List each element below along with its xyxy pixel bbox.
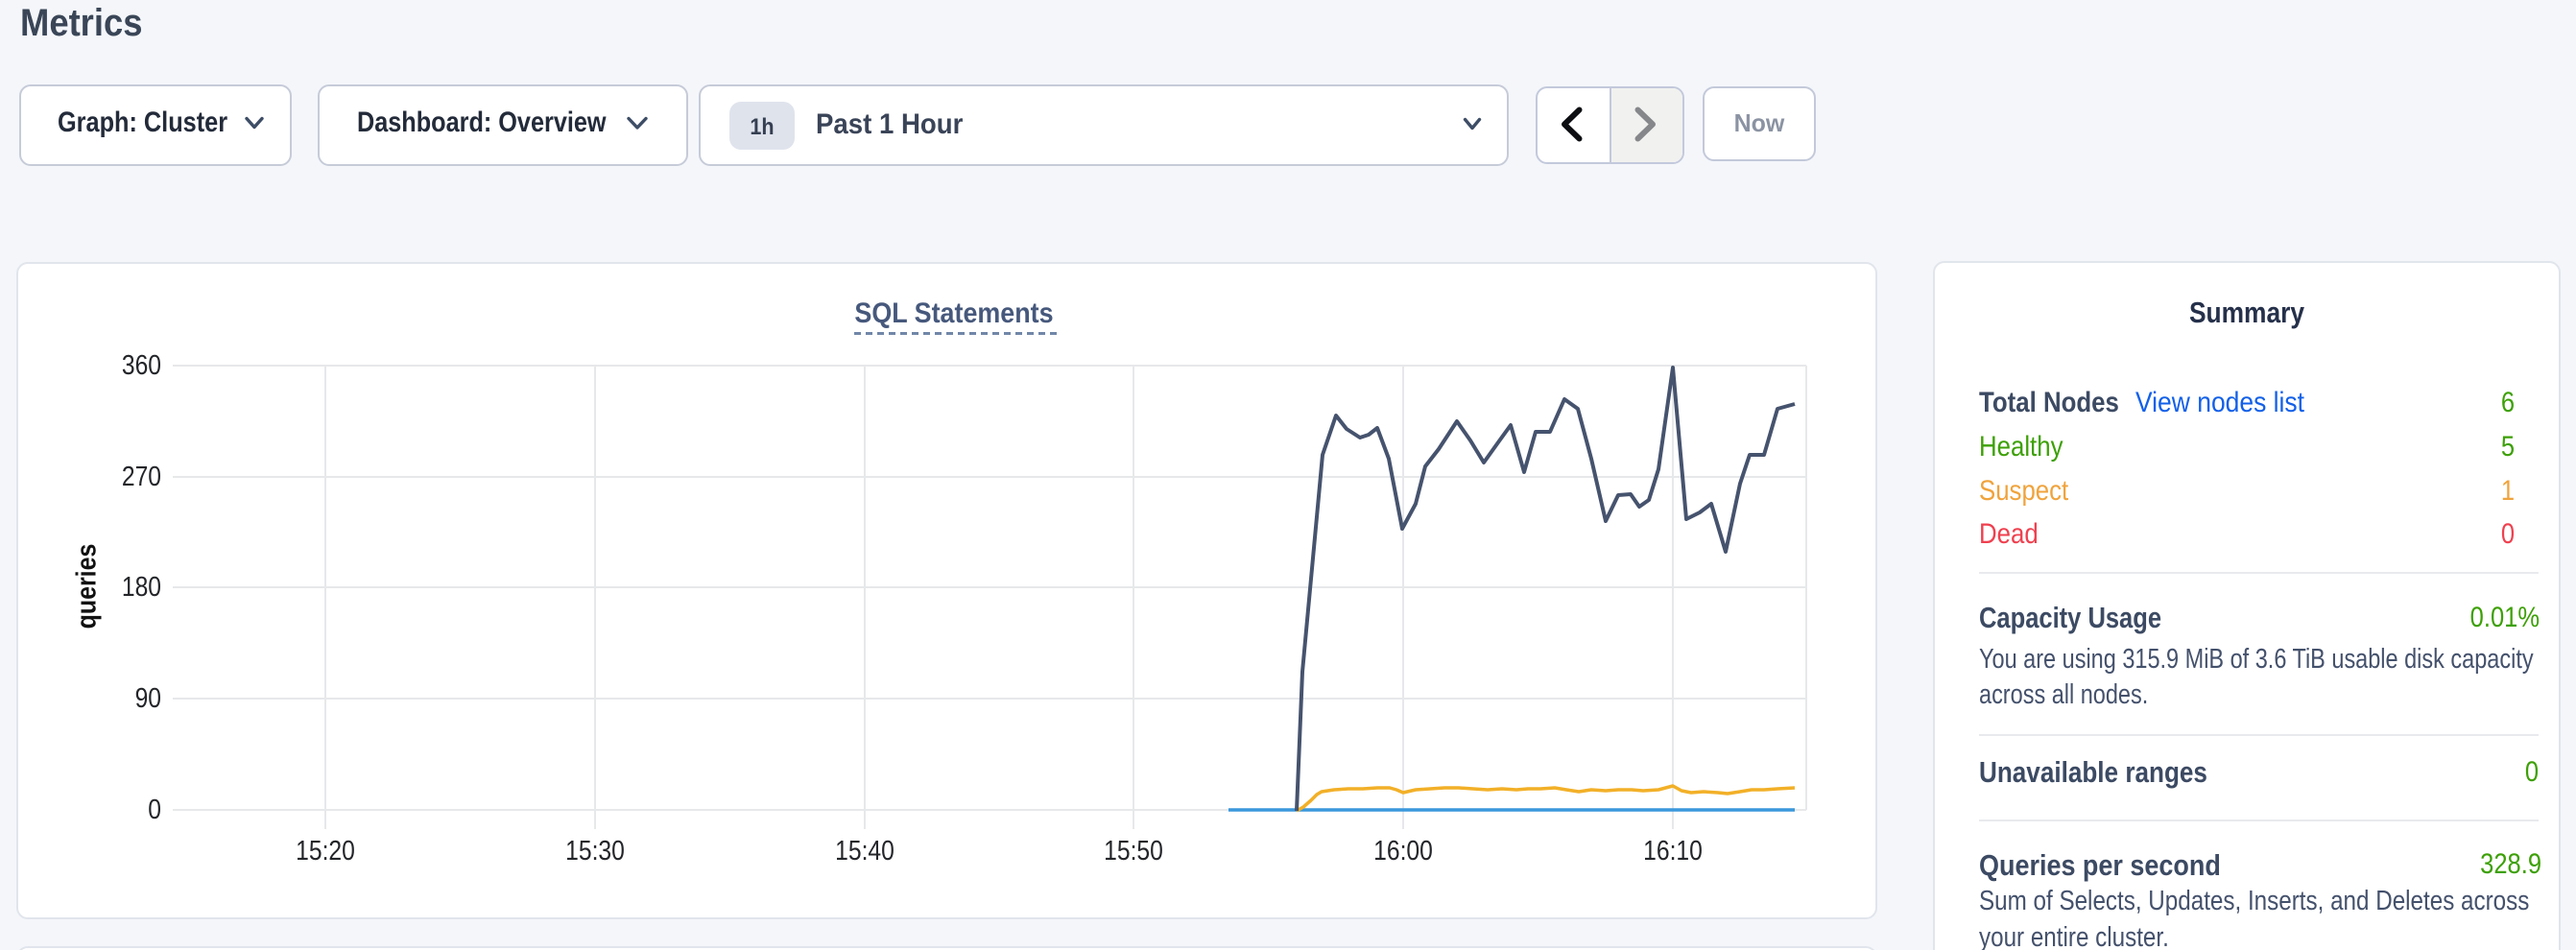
svg-text:queries: queries: [71, 544, 102, 629]
